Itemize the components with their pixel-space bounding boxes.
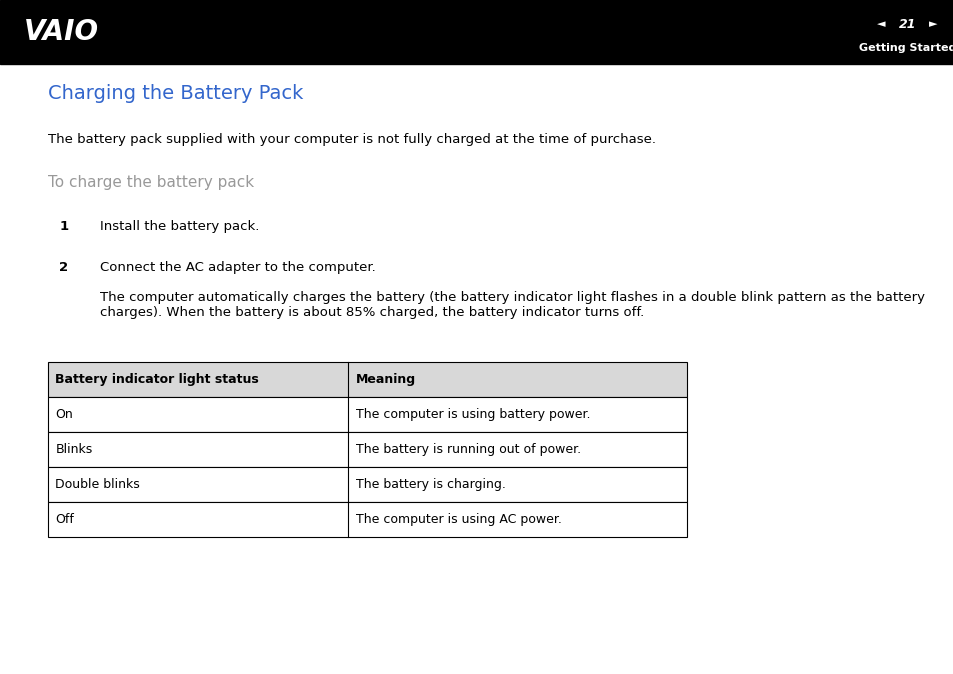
Bar <box>48 362 686 397</box>
Text: Blinks: Blinks <box>55 443 92 456</box>
Text: ◄: ◄ <box>877 20 884 30</box>
Text: The battery is running out of power.: The battery is running out of power. <box>355 443 580 456</box>
Text: To charge the battery pack: To charge the battery pack <box>48 175 253 189</box>
Text: VAIO: VAIO <box>24 18 99 46</box>
Text: 21: 21 <box>898 18 915 31</box>
Text: Getting Started: Getting Started <box>858 43 953 53</box>
Text: Off: Off <box>55 513 74 526</box>
Text: On: On <box>55 408 73 421</box>
Text: The battery pack supplied with your computer is not fully charged at the time of: The battery pack supplied with your comp… <box>48 133 655 146</box>
Text: Charging the Battery Pack: Charging the Battery Pack <box>48 84 303 103</box>
Bar <box>48 432 686 467</box>
Bar <box>48 397 686 432</box>
Bar <box>0 0 953 64</box>
Text: Battery indicator light status: Battery indicator light status <box>55 373 259 386</box>
Text: Meaning: Meaning <box>355 373 416 386</box>
Text: Install the battery pack.: Install the battery pack. <box>100 220 259 233</box>
Text: The battery is charging.: The battery is charging. <box>355 478 505 491</box>
Text: The computer is using AC power.: The computer is using AC power. <box>355 513 561 526</box>
Text: Double blinks: Double blinks <box>55 478 140 491</box>
Bar <box>48 502 686 537</box>
Text: 2: 2 <box>59 261 69 274</box>
Text: The computer is using battery power.: The computer is using battery power. <box>355 408 590 421</box>
Text: The computer automatically charges the battery (the battery indicator light flas: The computer automatically charges the b… <box>100 291 924 319</box>
Bar <box>48 467 686 502</box>
Text: 1: 1 <box>59 220 69 233</box>
Text: Connect the AC adapter to the computer.: Connect the AC adapter to the computer. <box>100 261 375 274</box>
Text: ►: ► <box>928 20 936 30</box>
